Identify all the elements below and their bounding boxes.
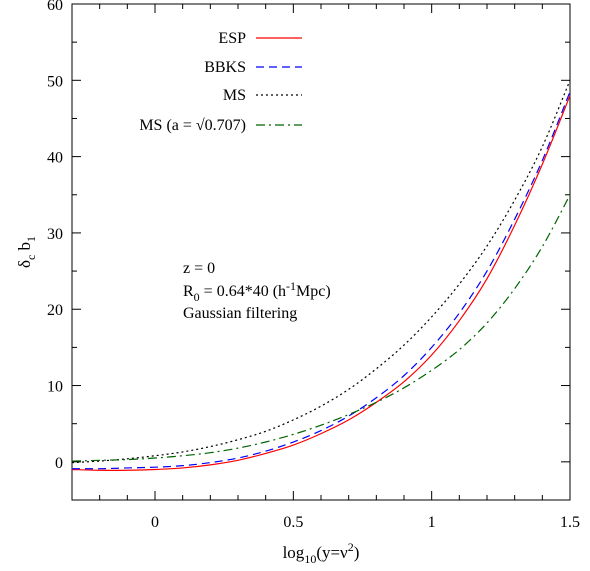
x-tick-label: 0.5: [283, 514, 303, 531]
axis-tick-labels: 0 0.5 1 1.5 0 10 20 30 40 50 60: [47, 0, 580, 531]
axis-ticks: [72, 3, 571, 501]
x-tick-label: 0: [151, 514, 159, 531]
annotation-line-2: R0 = 0.64*40 (h-1Mpc): [183, 279, 331, 304]
y-tick-label: 60: [47, 0, 63, 14]
legend: ESP BBKS MS MS (a = √0.707): [139, 30, 302, 134]
legend-label-ms-a: MS (a = √0.707): [139, 117, 246, 134]
x-tick-label: 1: [428, 514, 436, 531]
y-tick-label: 20: [47, 302, 63, 319]
series-line-ms-a-0-707: [71, 194, 571, 462]
legend-label-bbks: BBKS: [204, 59, 246, 76]
series-line-ms: [71, 80, 571, 464]
series-layer: [71, 80, 571, 471]
x-axis-title: log10(y=ν2): [283, 540, 360, 566]
legend-label-esp: ESP: [218, 30, 246, 47]
x-tick-label: 1.5: [560, 514, 580, 531]
annotation-line-3: Gaussian filtering: [183, 305, 297, 322]
legend-label-ms: MS: [223, 87, 246, 104]
y-tick-label: 10: [47, 379, 63, 396]
y-tick-label: 0: [55, 455, 63, 472]
y-axis-title: δc b1: [15, 236, 38, 268]
annotation-line-1: z = 0: [183, 260, 215, 277]
series-line-esp: [71, 95, 571, 471]
series-line-bbks: [71, 91, 571, 470]
y-tick-label: 50: [47, 73, 63, 90]
y-tick-label: 30: [47, 226, 63, 243]
annotation: z = 0 R0 = 0.64*40 (h-1Mpc) Gaussian fil…: [183, 260, 331, 322]
y-tick-label: 40: [47, 150, 63, 167]
